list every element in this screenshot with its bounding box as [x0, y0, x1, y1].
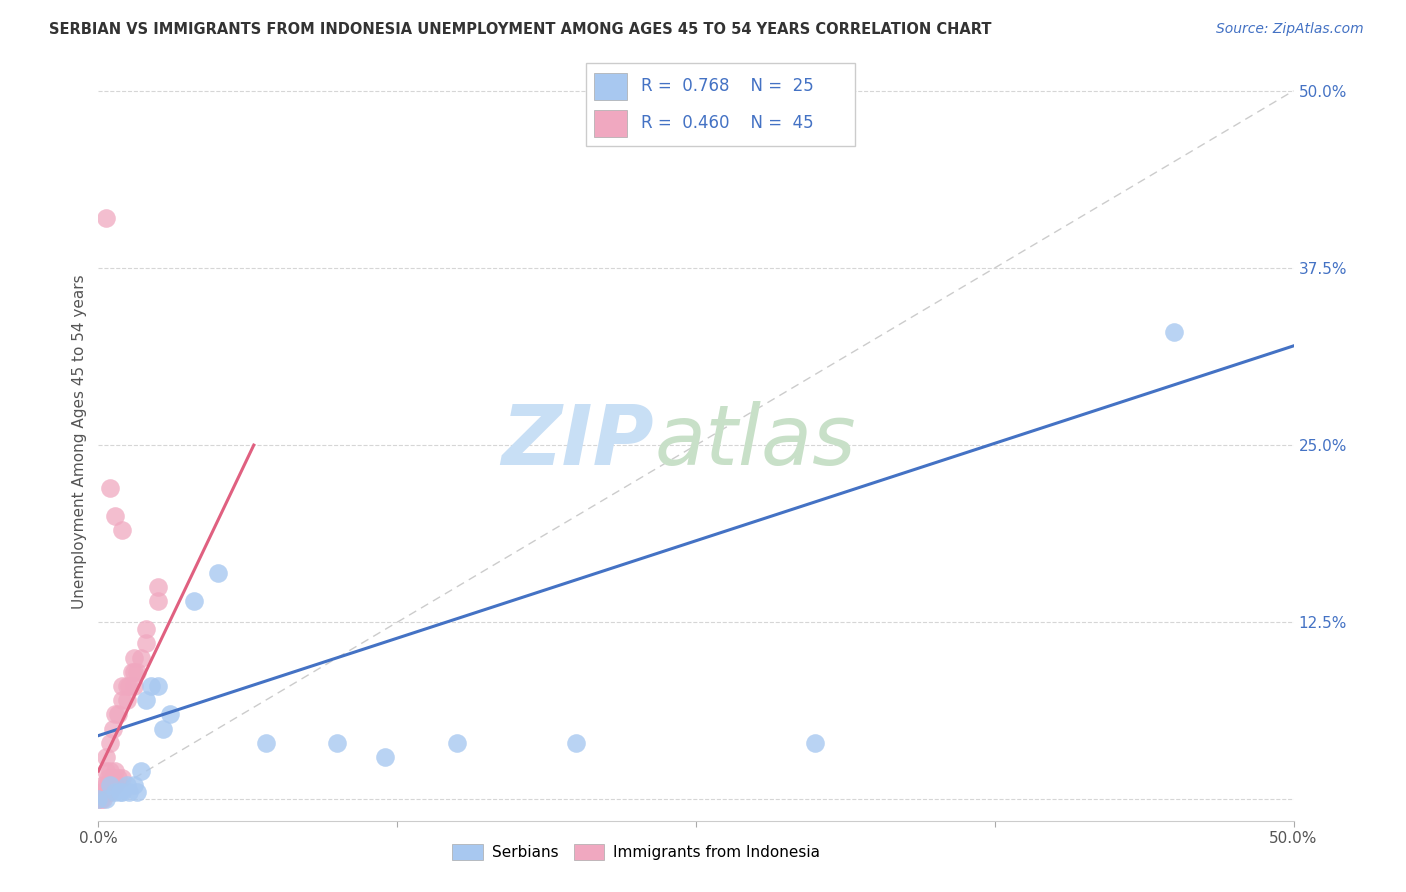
Point — [148, 594, 170, 608]
Point — [125, 785, 148, 799]
Point — [101, 778, 124, 792]
Point — [118, 679, 141, 693]
Point — [98, 785, 122, 799]
Point — [104, 785, 127, 799]
Point — [254, 736, 277, 750]
Point — [115, 778, 138, 792]
Point — [98, 481, 122, 495]
Point — [91, 785, 114, 799]
Text: R =  0.768    N =  25: R = 0.768 N = 25 — [641, 78, 814, 95]
Point — [135, 693, 157, 707]
FancyBboxPatch shape — [586, 63, 855, 146]
Point — [124, 679, 146, 693]
Point — [107, 771, 129, 785]
Text: atlas: atlas — [654, 401, 856, 482]
Point — [131, 650, 153, 665]
Point — [148, 580, 170, 594]
Point — [98, 736, 122, 750]
Point — [118, 785, 141, 799]
Text: SERBIAN VS IMMIGRANTS FROM INDONESIA UNEMPLOYMENT AMONG AGES 45 TO 54 YEARS CORR: SERBIAN VS IMMIGRANTS FROM INDONESIA UNE… — [49, 22, 991, 37]
Point — [446, 736, 468, 750]
Point — [111, 523, 134, 537]
Point — [115, 679, 138, 693]
Point — [104, 778, 127, 792]
Text: R =  0.460    N =  45: R = 0.460 N = 45 — [641, 114, 814, 132]
Point — [124, 650, 146, 665]
FancyBboxPatch shape — [595, 110, 627, 137]
Point — [124, 665, 146, 679]
FancyBboxPatch shape — [595, 72, 627, 100]
Text: Source: ZipAtlas.com: Source: ZipAtlas.com — [1216, 22, 1364, 37]
Legend: Serbians, Immigrants from Indonesia: Serbians, Immigrants from Indonesia — [446, 838, 827, 866]
Point — [152, 722, 174, 736]
Point — [91, 792, 114, 806]
Point — [183, 594, 205, 608]
Point — [94, 211, 117, 226]
Point — [374, 750, 396, 764]
Point — [87, 792, 110, 806]
Point — [139, 679, 162, 693]
Y-axis label: Unemployment Among Ages 45 to 54 years: Unemployment Among Ages 45 to 54 years — [72, 274, 87, 609]
Point — [131, 764, 153, 778]
Point — [111, 785, 134, 799]
Point — [94, 792, 117, 806]
Text: ZIP: ZIP — [502, 401, 654, 482]
Point — [104, 764, 127, 778]
Point — [98, 778, 122, 792]
Point — [107, 707, 129, 722]
Point — [326, 736, 349, 750]
Point — [111, 771, 134, 785]
Point — [1163, 325, 1185, 339]
Point — [111, 679, 134, 693]
Point — [94, 750, 117, 764]
Point — [97, 778, 120, 792]
Point — [97, 785, 120, 799]
Point — [135, 623, 157, 637]
Point — [98, 778, 122, 792]
Point — [104, 508, 127, 523]
Point — [101, 771, 124, 785]
Point — [111, 693, 134, 707]
Point — [94, 785, 117, 799]
Point — [94, 778, 117, 792]
Point — [97, 771, 120, 785]
Point — [90, 785, 112, 799]
Point — [98, 764, 122, 778]
Point — [125, 665, 148, 679]
Point — [94, 764, 117, 778]
Point — [207, 566, 229, 580]
Point — [104, 707, 127, 722]
Point — [124, 778, 146, 792]
Point — [115, 693, 138, 707]
Point — [565, 736, 588, 750]
Point — [121, 665, 143, 679]
Point — [148, 679, 170, 693]
Point — [135, 636, 157, 650]
Point — [87, 792, 110, 806]
Point — [159, 707, 181, 722]
Point — [90, 792, 112, 806]
Point — [101, 722, 124, 736]
Point — [91, 778, 114, 792]
Point — [804, 736, 827, 750]
Point — [108, 785, 131, 799]
